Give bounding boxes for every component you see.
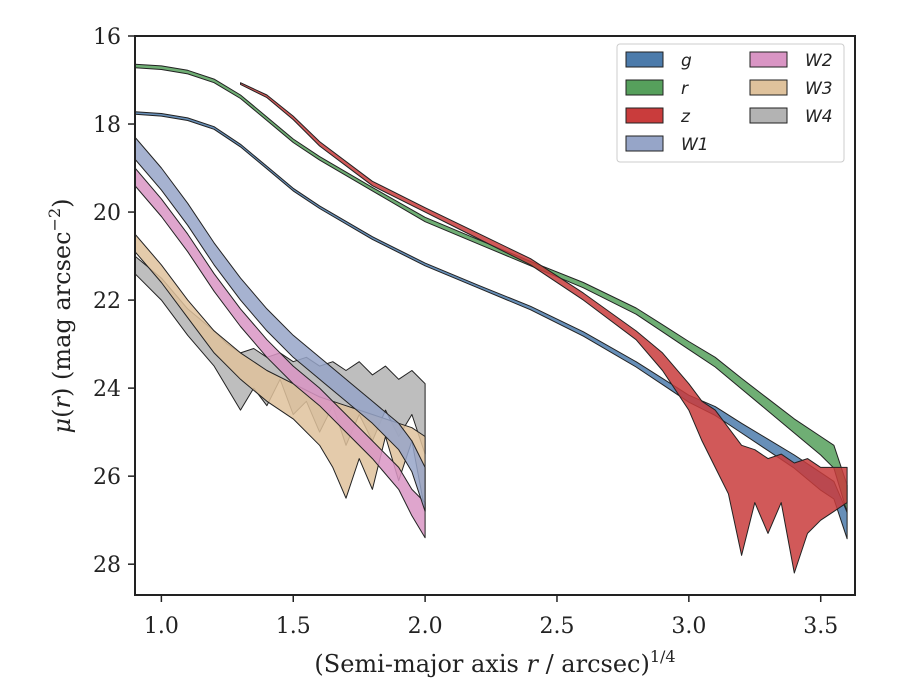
series-band-w1 — [135, 136, 426, 512]
x-tick-label: 1.5 — [276, 614, 311, 639]
legend-frame — [616, 43, 845, 163]
series-band-z — [240, 82, 848, 574]
legend: grz W1 W2 W3 W4 — [616, 43, 845, 163]
x-axis: 1.0 1.5 2.0 2.5 3.0 3.5 — [144, 595, 838, 639]
series-band-g — [135, 111, 848, 540]
y-tick-label: 16 — [93, 25, 121, 50]
y-axis: 16 18 20 22 24 26 28 — [93, 25, 135, 578]
legend-swatch-g — [625, 51, 664, 68]
plot-frame — [134, 35, 856, 596]
y-axis-title: μ(r) (mag arcsec−2) — [45, 198, 76, 433]
legend-label-z: z — [680, 107, 691, 127]
y-tick-label: 28 — [93, 553, 121, 578]
legend-label-w4: W4 — [805, 107, 833, 127]
series-band-r — [135, 63, 848, 513]
x-axis-title: (Semi-major axis r / arcsec)1/4 — [314, 647, 675, 678]
x-tick-label: 2.0 — [408, 614, 443, 639]
legend-label-w2: W2 — [805, 51, 833, 71]
series-layer — [135, 63, 848, 574]
legend-swatch-w3 — [749, 79, 788, 96]
legend-label-w1: W1 — [681, 135, 709, 155]
x-tick-label: 3.0 — [671, 614, 706, 639]
legend-swatch-w1 — [625, 135, 664, 152]
y-tick-label: 26 — [93, 465, 121, 490]
legend-label-g: g — [681, 51, 692, 71]
x-tick-label: 3.5 — [803, 614, 838, 639]
y-tick-label: 20 — [93, 201, 121, 226]
y-tick-label: 18 — [93, 113, 121, 138]
legend-swatch-w2 — [749, 51, 788, 68]
x-tick-label: 2.5 — [539, 614, 574, 639]
x-tick-label: 1.0 — [144, 614, 179, 639]
y-tick-label: 24 — [93, 377, 121, 402]
legend-label-w3: W3 — [805, 79, 833, 99]
legend-swatch-z — [625, 107, 664, 124]
legend-label-r: r — [681, 79, 689, 99]
legend-swatch-w4 — [749, 107, 788, 124]
series-band-w2 — [135, 167, 426, 539]
y-tick-label: 22 — [93, 289, 121, 314]
legend-swatch-r — [625, 79, 664, 96]
